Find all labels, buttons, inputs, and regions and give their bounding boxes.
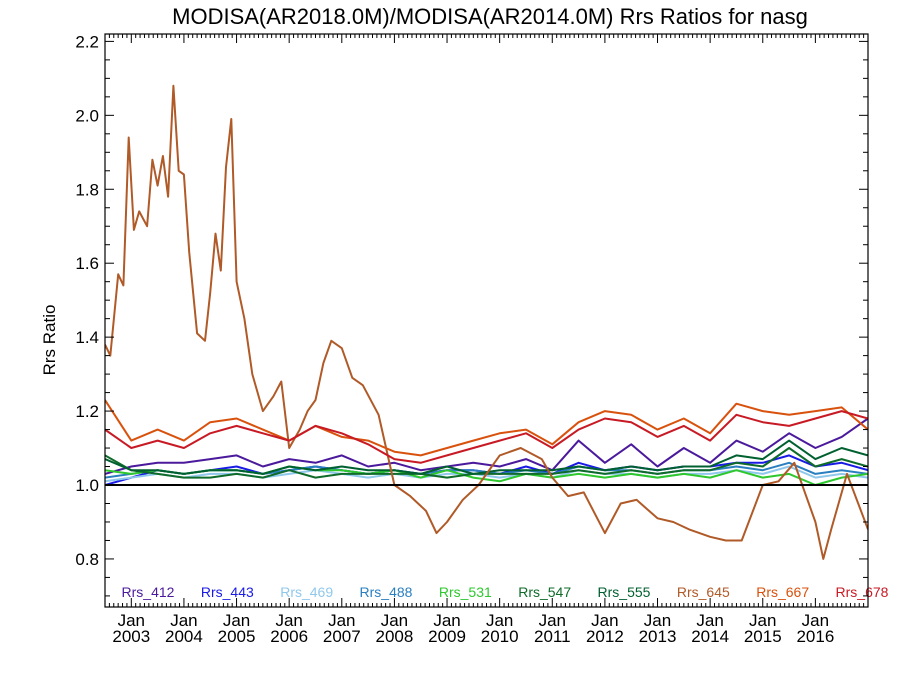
x-tick-label-year: 2005 (218, 627, 256, 646)
x-tick-label-month: Jan (328, 611, 355, 630)
x-tick-label-month: Jan (118, 611, 145, 630)
legend-item-rrs-531: Rrs_531 (439, 584, 492, 600)
legend-item-rrs-412: Rrs_412 (122, 584, 175, 600)
x-tick-label-year: 2014 (691, 627, 729, 646)
x-tick-label-month: Jan (749, 611, 776, 630)
x-tick-label-month: Jan (170, 611, 197, 630)
x-tick-label-month: Jan (381, 611, 408, 630)
series-line-rrs-678 (105, 410, 868, 464)
y-tick-label: 2.0 (75, 106, 99, 125)
y-axis-label: Rrs Ratio (40, 305, 59, 376)
x-tick-label-year: 2009 (428, 627, 466, 646)
x-tick-label-month: Jan (591, 611, 618, 630)
x-tick-label-year: 2015 (744, 627, 782, 646)
x-tick-label-month: Jan (275, 611, 302, 630)
x-tick-label-year: 2016 (796, 627, 834, 646)
x-tick-label-month: Jan (223, 611, 250, 630)
chart-title: MODISA(AR2018.0M)/MODISA(AR2014.0M) Rrs … (172, 4, 808, 29)
legend-item-rrs-443: Rrs_443 (201, 584, 254, 600)
y-tick-label: 1.8 (75, 180, 99, 199)
x-tick-label-year: 2010 (481, 627, 519, 646)
legend-item-rrs-678: Rrs_678 (836, 584, 889, 600)
legend-item-rrs-667: Rrs_667 (756, 584, 809, 600)
legend-item-rrs-488: Rrs_488 (360, 584, 413, 600)
x-tick-label-year: 2006 (270, 627, 308, 646)
y-tick-label: 1.2 (75, 402, 99, 421)
x-tick-label-year: 2007 (323, 627, 361, 646)
series-line-rrs-555 (105, 439, 868, 475)
x-tick-label-month: Jan (644, 611, 671, 630)
x-tick-label-year: 2013 (639, 627, 677, 646)
x-tick-label-year: 2004 (165, 627, 203, 646)
series-group (105, 84, 868, 560)
x-tick-label-year: 2011 (534, 627, 571, 646)
y-tick-label: 0.8 (75, 550, 99, 569)
y-tick-label: 1.6 (75, 254, 99, 273)
x-tick-label-month: Jan (486, 611, 513, 630)
series-line-rrs-645 (105, 84, 868, 560)
legend-item-rrs-555: Rrs_555 (598, 584, 651, 600)
x-tick-label-month: Jan (696, 611, 723, 630)
x-tick-label-year: 2008 (375, 627, 413, 646)
x-tick-label-year: 2003 (112, 627, 150, 646)
plot-frame (104, 33, 869, 608)
legend-item-rrs-645: Rrs_645 (677, 584, 730, 600)
series-line-rrs-412 (105, 417, 868, 475)
x-axis-ticks: Jan2003Jan2004Jan2005Jan2006Jan2007Jan20… (104, 34, 869, 646)
y-axis-ticks: 0.8 1.0 1.2 1.4 1.6 1.8 2.0 2.2 (75, 32, 868, 597)
y-tick-label: 1.4 (75, 328, 99, 347)
legend: Rrs_412 Rrs_443 Rrs_469 Rrs_488 Rrs_531 Rrs_5… (122, 584, 889, 600)
x-tick-label-month: Jan (433, 611, 460, 630)
x-tick-label-month: Jan (539, 611, 566, 630)
x-tick-label-year: 2012 (586, 627, 624, 646)
y-tick-label: 2.2 (75, 32, 99, 51)
x-tick-label-month: Jan (802, 611, 829, 630)
y-tick-label: 1.0 (75, 476, 99, 495)
legend-item-rrs-547: Rrs_547 (518, 584, 571, 600)
series-line-rrs-667 (105, 399, 868, 457)
legend-item-rrs-469: Rrs_469 (280, 584, 333, 600)
